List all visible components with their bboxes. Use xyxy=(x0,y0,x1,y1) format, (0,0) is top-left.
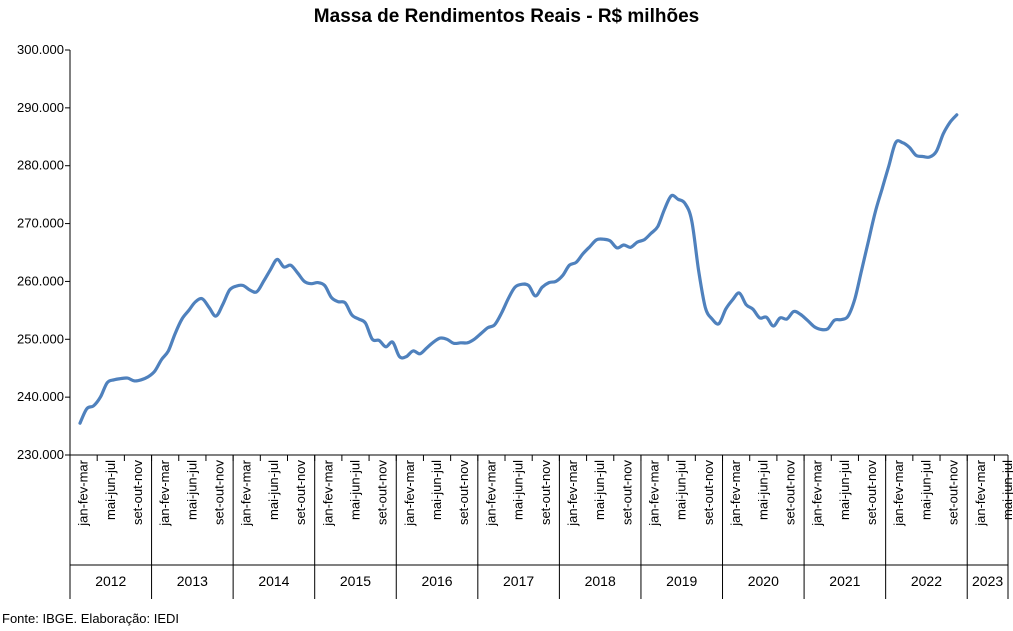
y-axis: 230.000 240.000 250.000 260.000 270.000 280.0… xyxy=(17,42,71,462)
period-label: jan-fev-mar xyxy=(891,459,906,526)
period-label: mai-jun-jul xyxy=(429,460,444,520)
period-label: mai-jun-jul xyxy=(592,460,607,520)
year-label: 2019 xyxy=(666,573,697,589)
y-tick-label: 270.000 xyxy=(17,216,64,231)
y-tick-label: 240.000 xyxy=(17,389,64,404)
year-label: 2014 xyxy=(258,573,289,589)
period-label: mai-jun-jul xyxy=(266,460,281,520)
period-label: mai-jun-jul xyxy=(511,460,526,520)
period-label: set-out-nov xyxy=(212,460,227,526)
period-label: jan-fev-mar xyxy=(320,459,335,526)
period-label: mai-jun-jul xyxy=(103,460,118,520)
period-label: mai-jun-jul xyxy=(1000,460,1013,520)
period-label: jan-fev-mar xyxy=(239,459,254,526)
series-line xyxy=(78,113,959,425)
period-label: jan-fev-mar xyxy=(973,459,988,526)
year-label: 2023 xyxy=(972,573,1003,589)
year-label: 2020 xyxy=(748,573,779,589)
period-label: set-out-nov xyxy=(864,460,879,526)
year-label: 2022 xyxy=(911,573,942,589)
year-label: 2016 xyxy=(421,573,452,589)
period-label: set-out-nov xyxy=(782,460,797,526)
period-label: jan-fev-mar xyxy=(728,459,743,526)
period-label: jan-fev-mar xyxy=(565,459,580,526)
chart-title: Massa de Rendimentos Reais - R$ milhões xyxy=(313,6,700,27)
year-label: 2015 xyxy=(340,573,371,589)
year-label: 2012 xyxy=(95,573,126,589)
period-label: jan-fev-mar xyxy=(810,459,825,526)
period-label: set-out-nov xyxy=(946,460,961,526)
year-label: 2018 xyxy=(585,573,616,589)
y-tick-label: 230.000 xyxy=(17,447,64,462)
period-label: jan-fev-mar xyxy=(157,459,172,526)
period-label: set-out-nov xyxy=(701,460,716,526)
period-label: set-out-nov xyxy=(619,460,634,526)
period-label: mai-jun-jul xyxy=(755,460,770,520)
period-label: jan-fev-mar xyxy=(76,459,91,526)
period-label: jan-fev-mar xyxy=(402,459,417,526)
period-label: jan-fev-mar xyxy=(483,459,498,526)
series-layer xyxy=(78,113,959,425)
y-tick-label: 250.000 xyxy=(17,331,64,346)
year-label: 2021 xyxy=(829,573,860,589)
y-tick-label: 300.000 xyxy=(17,42,64,57)
period-label: set-out-nov xyxy=(538,460,553,526)
source-note: Fonte: IBGE. Elaboração: IEDI xyxy=(2,611,180,626)
period-label: mai-jun-jul xyxy=(347,460,362,520)
period-label: set-out-nov xyxy=(456,460,471,526)
period-label: set-out-nov xyxy=(293,460,308,526)
year-label: 2013 xyxy=(177,573,208,589)
y-tick-label: 290.000 xyxy=(17,100,64,115)
period-label: set-out-nov xyxy=(130,460,145,526)
period-label: mai-jun-jul xyxy=(674,460,689,520)
period-label: mai-jun-jul xyxy=(837,460,852,520)
y-tick-label: 280.000 xyxy=(17,158,64,173)
period-label: jan-fev-mar xyxy=(647,459,662,526)
period-label: mai-jun-jul xyxy=(918,460,933,520)
year-label: 2017 xyxy=(503,573,534,589)
period-label: set-out-nov xyxy=(375,460,390,526)
x-axis: jan-fev-mar mai-jun-jul set-out-nov 2012 jan… xyxy=(69,454,1013,599)
y-tick-label: 260.000 xyxy=(17,273,64,288)
period-label: mai-jun-jul xyxy=(184,460,199,520)
